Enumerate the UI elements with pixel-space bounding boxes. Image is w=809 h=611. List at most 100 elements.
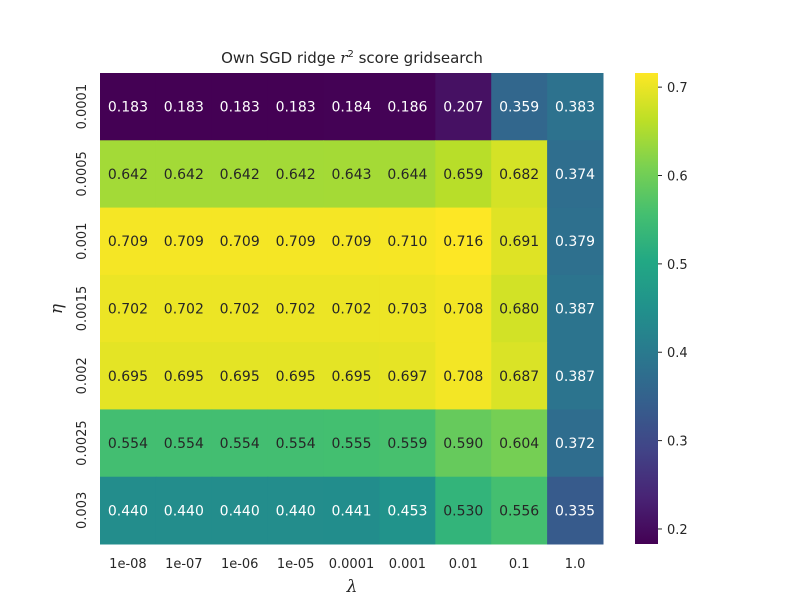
heatmap-cell-label-r4-c1: 0.695 [164,369,204,385]
heatmap-cell-r4-c0 [100,342,157,410]
heatmap-cell-r4-c1 [155,342,213,410]
heatmap-cell-r3-c3 [267,274,325,343]
heatmap-cell-label-r0-c7: 0.359 [499,100,539,116]
heatmap-cell-r5-c8 [547,409,604,478]
heatmap-cell-label-r1-c3: 0.642 [276,167,316,183]
heatmap-cell-label-r0-c2: 0.183 [220,100,260,116]
colorbar-tick-label: 0.6 [667,170,688,185]
heatmap-cell-r2-c0 [100,207,157,276]
heatmap-cell-label-r3-c8: 0.387 [555,302,595,318]
heatmap-cell-r1-c7 [491,140,548,209]
heatmap-cell-label-r6-c6: 0.530 [443,503,483,519]
heatmap-cell-label-r1-c7: 0.682 [499,167,539,183]
heatmap-cell-r3-c7 [491,274,548,343]
heatmap-cell-r2-c4 [323,207,380,276]
y-axis-tick-labels: 0.0001 0.0005 0.001 0.0015 0.002 0.0025 0.003 [75,84,90,529]
heatmap-cell-label-r1-c4: 0.643 [331,167,371,183]
heatmap-cell-label-r0-c4: 0.184 [331,100,371,116]
heatmap-cell-label-r5-c3: 0.554 [276,436,316,452]
heatmap-cell-r3-c1 [155,274,213,343]
heatmap-cell-label-r5-c1: 0.554 [164,436,204,452]
heatmap-cell-label-r2-c1: 0.709 [164,234,204,250]
heatmap-cell-label-r0-c6: 0.207 [443,100,483,116]
heatmap-cell-label-r2-c4: 0.709 [331,234,371,250]
heatmap-cell-label-r2-c8: 0.379 [555,234,595,250]
y-tick-label: 0.002 [75,357,90,394]
heatmap-cell-r1-c4 [323,140,380,209]
heatmap-cell-label-r3-c5: 0.703 [387,302,427,318]
heatmap-cell-r1-c3 [267,140,325,209]
heatmap-cell-r5-c2 [211,409,269,478]
heatmap-cell-r6-c0 [100,476,157,545]
heatmap-cell-label-r4-c2: 0.695 [220,369,260,385]
heatmap-cell-r6-c3 [267,476,325,545]
heatmap-cell-r6-c4 [323,476,380,545]
heatmap-cell-label-r3-c0: 0.702 [108,302,148,318]
colorbar-tick-label: 0.7 [667,81,688,96]
heatmap-cell-label-r3-c6: 0.708 [443,302,483,318]
heatmap-cell-label-r2-c0: 0.709 [108,234,148,250]
heatmap-cell-r6-c5 [379,476,436,545]
heatmap-cell-label-r4-c8: 0.387 [555,369,595,385]
heatmap-cell-label-r4-c5: 0.697 [387,369,427,385]
heatmap-cell-label-r1-c6: 0.659 [443,167,483,183]
heatmap-cell-r0-c1 [155,73,213,141]
x-tick-label: 1.0 [565,557,586,572]
heatmap-cell-label-r0-c5: 0.186 [387,100,427,116]
heatmap-cell-r3-c2 [211,274,269,343]
heatmap-cell-label-r6-c5: 0.453 [387,503,427,519]
heatmap-cell-r0-c6 [435,73,492,141]
heatmap-cell-r6-c1 [155,476,213,545]
heatmap-cell-label-r5-c4: 0.555 [331,436,371,452]
y-tick-label: 0.0005 [75,151,90,197]
heatmap-cell-label-r6-c4: 0.441 [331,503,371,519]
x-tick-label: 0.1 [509,557,530,572]
heatmap-cell-r5-c4 [323,409,380,478]
heatmap-cell-r4-c5 [379,342,436,410]
heatmap-cell-label-r1-c0: 0.642 [108,167,148,183]
heatmap-cell-labels: 0.183 0.183 0.183 0.183 0.184 0.186 0.207 0.359… [108,100,595,520]
heatmap-cell-label-r2-c5: 0.710 [387,234,427,250]
heatmap-cell-r4-c8 [547,342,604,410]
y-tick-label: 0.001 [75,223,90,260]
heatmap-cell-r4-c2 [211,342,269,410]
heatmap-cell-label-r3-c7: 0.680 [499,302,539,318]
heatmap-cell-r6-c7 [491,476,548,545]
heatmap-cell-label-r4-c3: 0.695 [276,369,316,385]
x-tick-label: 1e-07 [165,557,203,572]
heatmap-cell-label-r6-c3: 0.440 [276,503,316,519]
heatmap-cell-label-r2-c3: 0.709 [276,234,316,250]
heatmap-cell-r3-c0 [100,274,157,343]
chart-title-superscript: 2 [347,49,353,60]
heatmap-cell-r1-c1 [155,140,213,209]
heatmap-cell-r5-c0 [100,409,157,478]
x-tick-label: 1e-06 [221,557,259,572]
heatmap-cell-label-r5-c6: 0.590 [443,436,483,452]
colorbar-tick-label: 0.2 [667,523,688,538]
y-tick-label: 0.0015 [75,286,90,332]
heatmap-cell-label-r1-c1: 0.642 [164,167,204,183]
colorbar: 0.2 0.3 0.4 0.5 0.6 0.7 [635,73,688,544]
heatmap-cell-label-r1-c8: 0.374 [555,167,595,183]
x-tick-label: 1e-05 [277,557,315,572]
heatmap-cell-r5-c3 [267,409,325,478]
heatmap-cell-label-r3-c2: 0.702 [220,302,260,318]
heatmap-cell-r2-c2 [211,207,269,276]
heatmap-cell-r0-c4 [323,73,380,141]
x-tick-label: 0.0001 [329,557,375,572]
heatmap-cell-label-r0-c8: 0.383 [555,100,595,116]
heatmap-cell-r1-c0 [100,140,157,209]
colorbar-tick-label: 0.3 [667,435,688,450]
heatmap-cell-label-r6-c0: 0.440 [108,503,148,519]
heatmap-cell-label-r6-c7: 0.556 [499,503,539,519]
heatmap-cells [100,73,604,545]
heatmap-cell-label-r6-c8: 0.335 [555,503,595,519]
heatmap-cell-r0-c2 [211,73,269,141]
heatmap-cell-label-r2-c7: 0.691 [499,234,539,250]
heatmap-cell-label-r4-c0: 0.695 [108,369,148,385]
heatmap-cell-label-r3-c4: 0.702 [331,302,371,318]
heatmap-cell-label-r0-c3: 0.183 [276,100,316,116]
heatmap-cell-r4-c7 [491,342,548,410]
heatmap-cell-r2-c5 [379,207,436,276]
heatmap-cell-r2-c8 [547,207,604,276]
